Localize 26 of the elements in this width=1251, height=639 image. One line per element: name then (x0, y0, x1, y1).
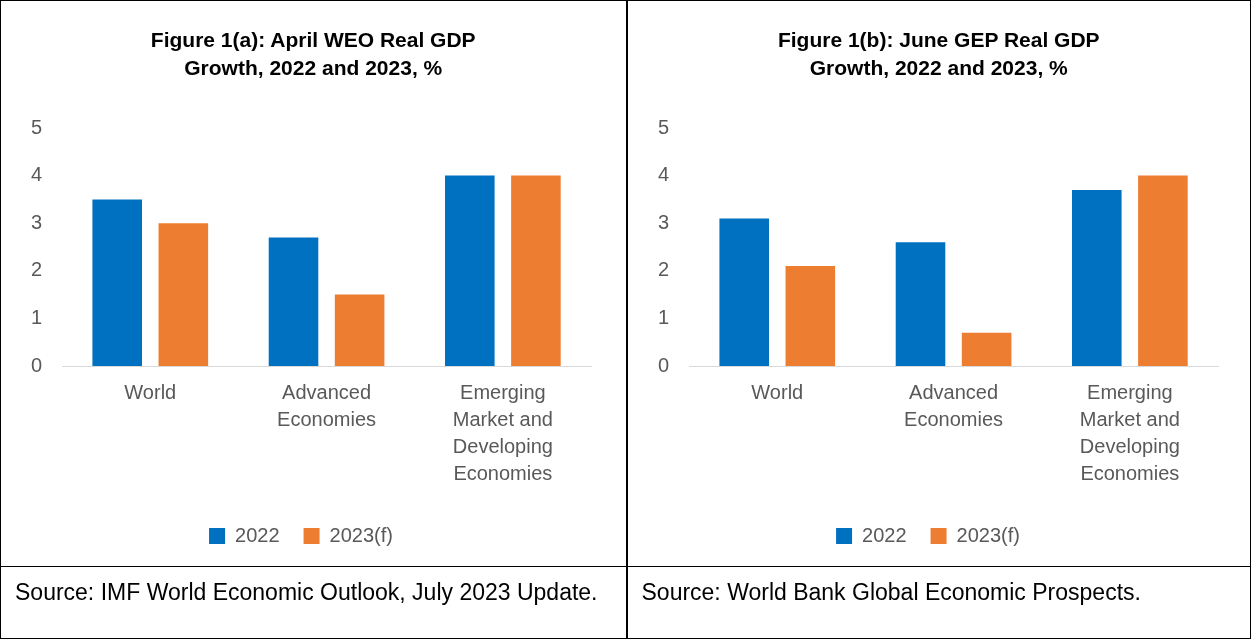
chart-title: Figure 1(b): June GEP Real GDP Growth, 2022 and 2023, % (776, 27, 1101, 81)
y-tick-label: 0 (31, 353, 43, 376)
x-tick-label: World (124, 381, 177, 404)
legend-label: 2023(f) (956, 523, 1020, 546)
y-tick-label: 5 (31, 115, 43, 138)
x-tick-label: World (750, 381, 803, 404)
x-tick-label: Emerging Market and Developing Economies (452, 381, 553, 485)
y-tick-label: 4 (31, 163, 43, 186)
x-tick-label: Advanced Economies (903, 381, 1003, 431)
x-tick-label: Advanced Economies (277, 381, 377, 431)
legend-label: 2022 (235, 523, 280, 546)
y-tick-label: 1 (31, 305, 43, 328)
y-tick-label: 1 (657, 305, 669, 328)
x-tick-label: Emerging Market and Developing Economies (1079, 381, 1180, 485)
source-note: Source: IMF World Economic Outlook, July 2023 Update. (1, 566, 626, 638)
y-tick-label: 3 (31, 210, 43, 233)
legend-label: 2023(f) (329, 523, 393, 546)
y-tick-label: 4 (657, 163, 669, 186)
y-tick-label: 2 (657, 258, 669, 281)
y-tick-label: 2 (31, 258, 43, 281)
legend-label: 2022 (861, 523, 907, 546)
y-tick-label: 3 (657, 210, 669, 233)
y-tick-label: 0 (657, 353, 669, 376)
y-tick-label: 5 (657, 115, 669, 138)
source-note: Source: World Bank Global Economic Prospects. (627, 566, 1250, 638)
chart-title: Figure 1(a): April WEO Real GDP Growth, 2022 and 2023, % (149, 27, 477, 81)
